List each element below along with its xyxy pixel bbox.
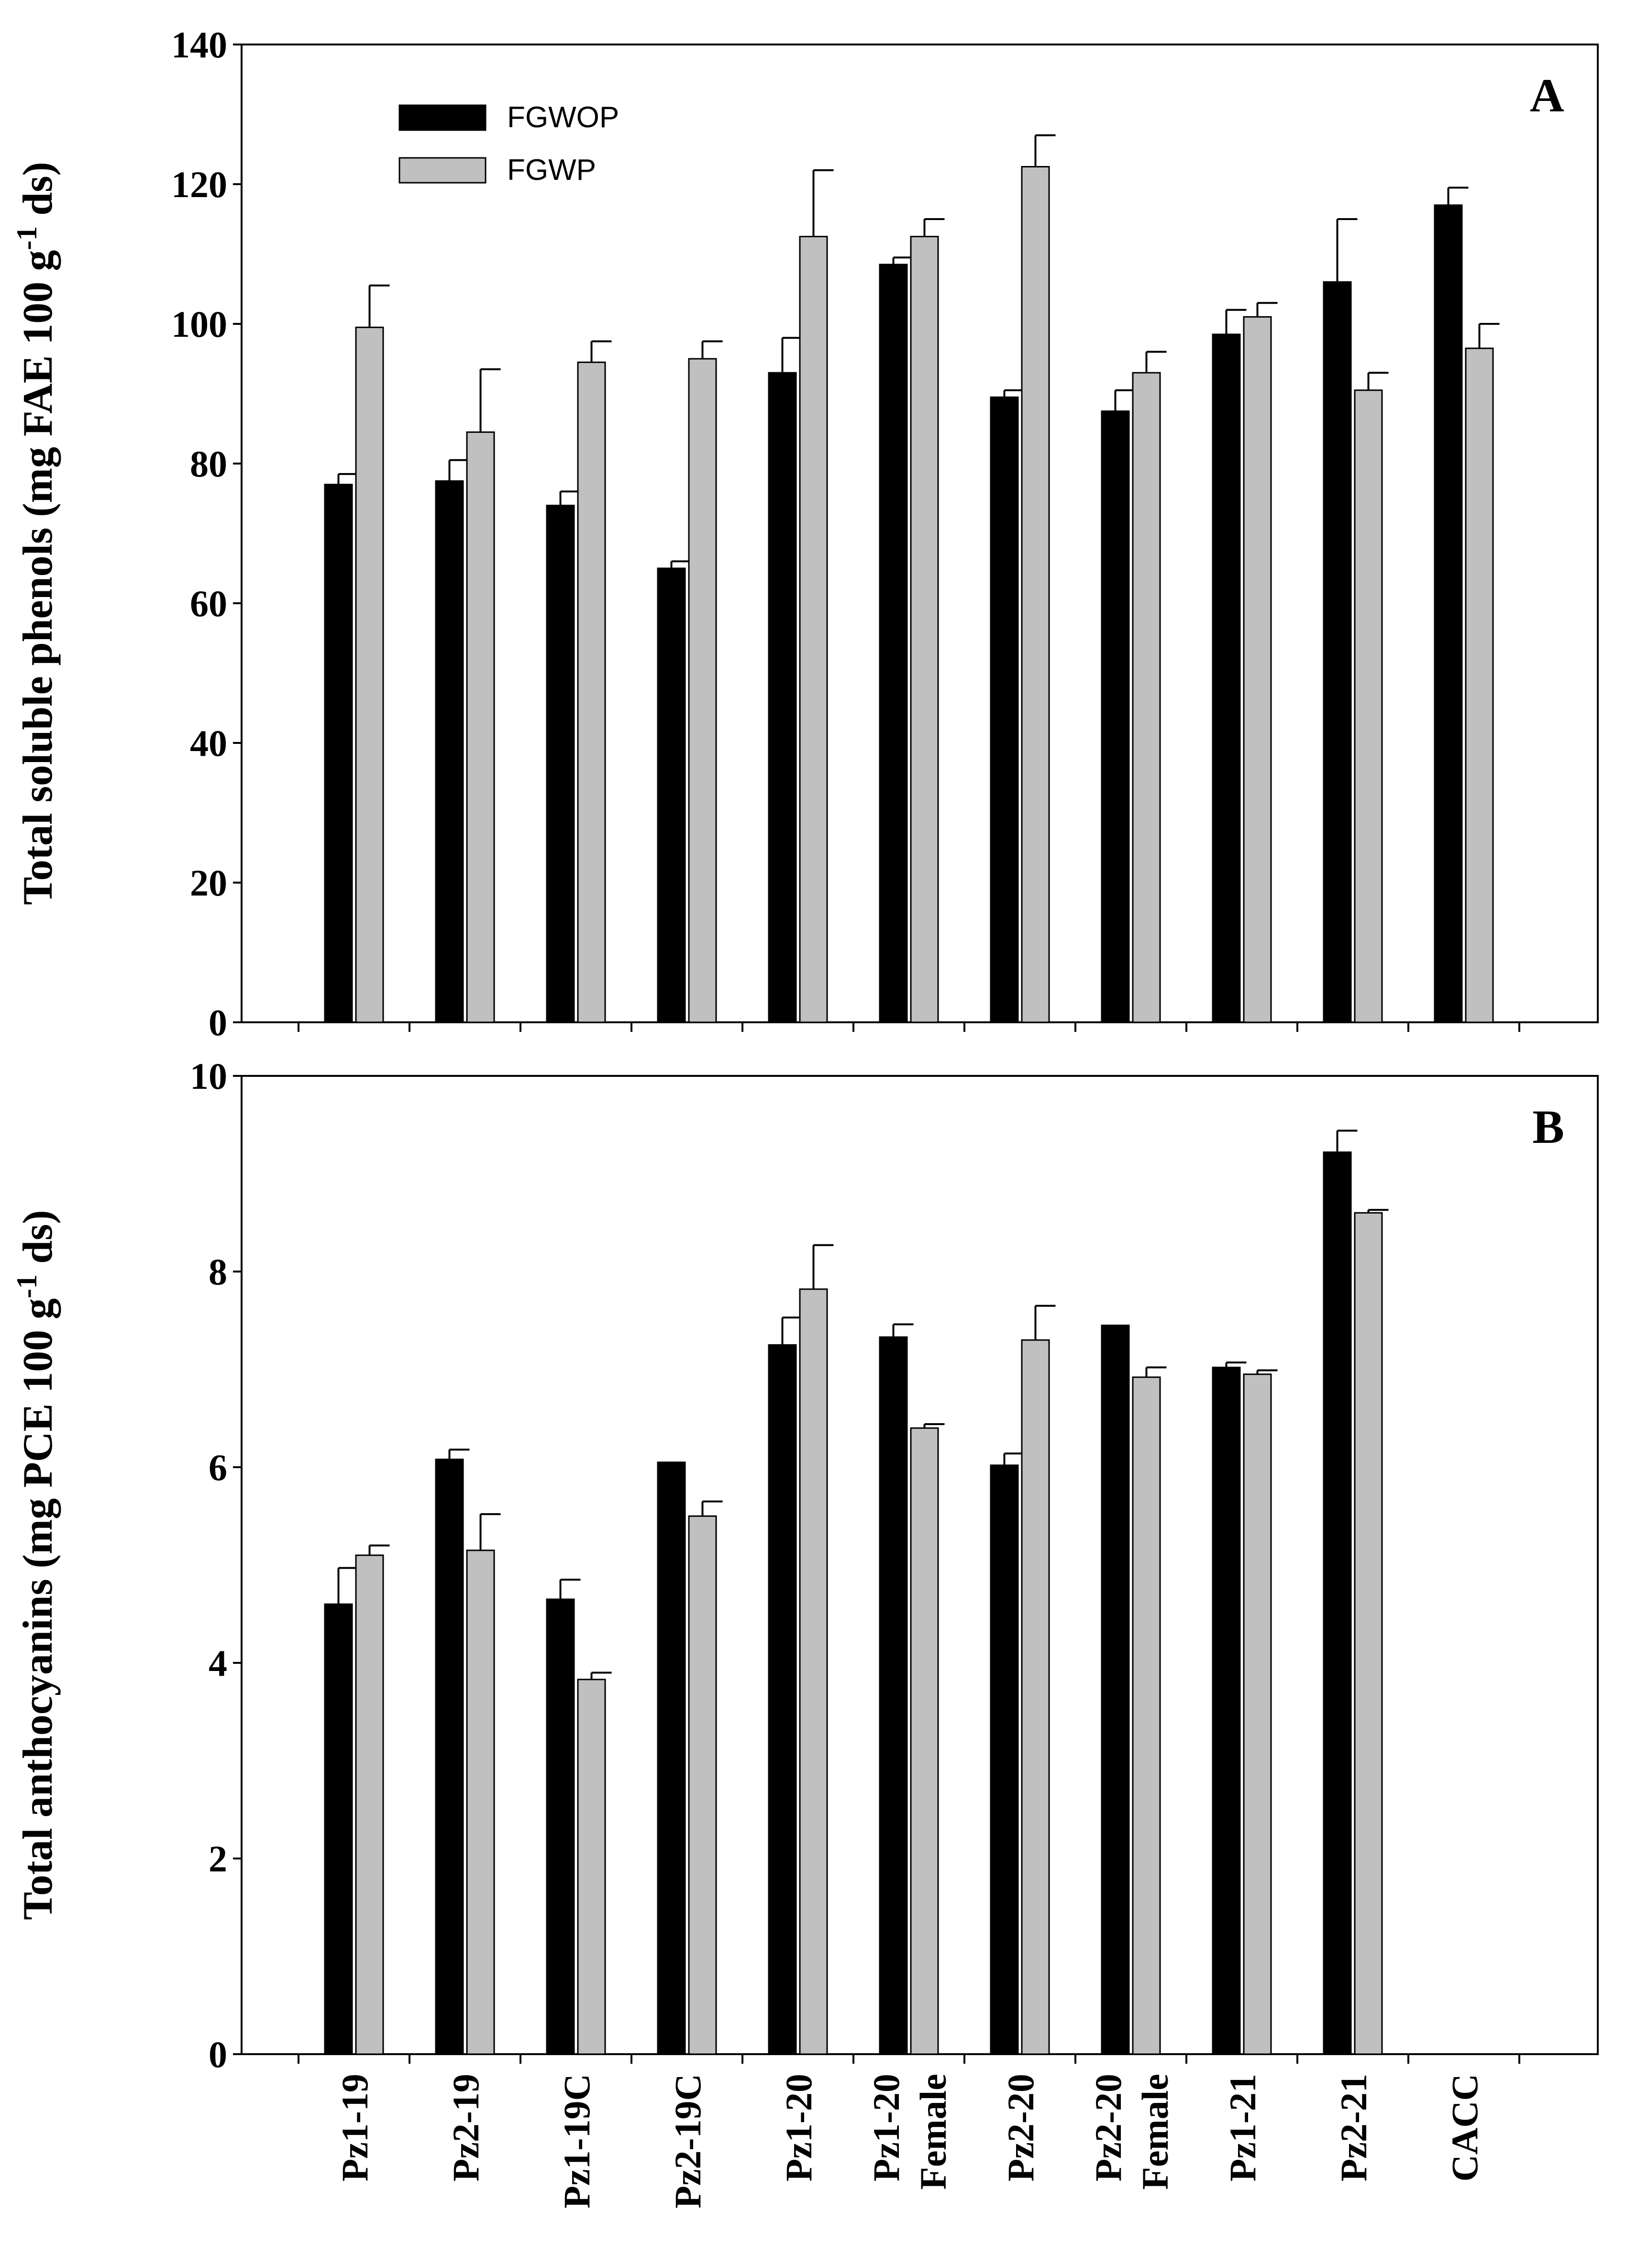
y-tick-label-b: 6: [209, 1447, 227, 1488]
bar-fgwop-pz2-21: [1323, 281, 1352, 1023]
x-category-label: Pz1-20: [778, 2074, 819, 2181]
legend-swatch-fgwp: [398, 157, 487, 184]
y-tick-label-a: 120: [171, 164, 227, 205]
y-tick-label-b: 4: [209, 1642, 227, 1684]
bar-fgwop-pz2-20: [990, 396, 1019, 1023]
bar-fgwp-pz2-19: [466, 1549, 495, 2055]
x-category-label: Pz2-20: [1000, 2074, 1041, 2181]
panel-letter-a: A: [1530, 69, 1564, 122]
bar-fgwop-pz2-19: [435, 480, 464, 1023]
bar-fgwop-pz2-20-female: [1101, 410, 1130, 1023]
bar-fgwp-pz2-20-female: [1132, 372, 1161, 1023]
bar-fgwp-pz2-21: [1354, 1212, 1383, 2055]
bar-fgwop-pz2-21: [1323, 1151, 1352, 2055]
bar-fgwop-pz1-20-female: [879, 264, 908, 1023]
bar-fgwop-pz2-20: [990, 1464, 1019, 2055]
bar-fgwop-pz2-19c: [657, 1461, 686, 2055]
bar-fgwop-pz1-19: [324, 1603, 353, 2055]
bar-fgwp-pz1-19c: [577, 1679, 606, 2055]
bar-fgwp-pz2-21: [1354, 389, 1383, 1023]
x-category-label: Pz2-19C: [667, 2074, 708, 2209]
bar-fgwop-pz2-19c: [657, 567, 686, 1023]
y-tick-label-a: 20: [190, 862, 227, 904]
bar-fgwp-pz2-20-female: [1132, 1376, 1161, 2055]
x-category-label: Pz1-19: [334, 2074, 376, 2181]
x-category-label: Pz2-21: [1333, 2074, 1374, 2181]
y-tick-label-b: 0: [209, 2034, 227, 2075]
x-category-label: Pz1-19C: [556, 2074, 597, 2209]
y-tick-label-b: 10: [190, 1055, 227, 1097]
legend-label-fgwop: FGWOP: [507, 101, 619, 134]
bar-fgwop-pz1-19: [324, 484, 353, 1023]
bar-fgwop-pz1-21: [1212, 1366, 1241, 2055]
x-category-label: CACC: [1444, 2074, 1485, 2181]
y-axis-title-a: Total soluble phenols (mg FAE 100 g-1 ds…: [11, 162, 61, 905]
x-category-label: Female: [1134, 2074, 1176, 2190]
bar-fgwp-pz1-20: [799, 236, 828, 1023]
bar-fgwop-pz1-20: [768, 372, 797, 1023]
y-tick-label-a: 100: [171, 303, 227, 345]
panel-letter-b: B: [1532, 1100, 1564, 1153]
bar-fgwp-cacc: [1465, 347, 1494, 1023]
x-category-label: Pz2-20: [1087, 2074, 1129, 2181]
bar-fgwp-pz1-21: [1243, 1373, 1272, 2055]
bar-fgwp-pz2-20: [1021, 166, 1050, 1023]
bar-fgwp-pz1-20-female: [910, 1427, 939, 2055]
bar-fgwop-pz1-19c: [546, 1598, 575, 2055]
bar-fgwp-pz2-20: [1021, 1339, 1050, 2055]
y-tick-label-b: 8: [209, 1251, 227, 1293]
bar-fgwop-pz1-20-female: [879, 1336, 908, 2055]
bar-fgwop-pz1-19c: [546, 505, 575, 1023]
bar-fgwop-cacc: [1434, 204, 1463, 1023]
legend-label-fgwp: FGWP: [507, 154, 596, 187]
y-axis-title-b: Total anthocyanins (mg PCE 100 g-1 ds): [11, 1210, 61, 1920]
bar-fgwop-pz1-20: [768, 1344, 797, 2055]
bar-fgwp-pz2-19: [466, 431, 495, 1023]
bar-fgwop-pz2-20-female: [1101, 1324, 1130, 2055]
y-tick-label-a: 0: [209, 1002, 227, 1043]
bar-fgwp-pz1-19: [355, 1554, 384, 2055]
bar-fgwp-pz1-20: [799, 1288, 828, 2055]
y-tick-label-a: 40: [190, 722, 227, 764]
bar-fgwp-pz1-19: [355, 326, 384, 1023]
bar-fgwp-pz1-21: [1243, 316, 1272, 1023]
bar-fgwp-pz1-20-female: [910, 236, 939, 1023]
bar-fgwop-pz1-21: [1212, 333, 1241, 1023]
x-category-label: Pz1-21: [1222, 2074, 1263, 2181]
x-category-label: Pz2-19: [445, 2074, 487, 2181]
bar-fgwp-pz1-19c: [577, 361, 606, 1023]
y-tick-label-b: 2: [209, 1838, 227, 1880]
x-category-label: Pz1-20: [865, 2074, 907, 2181]
y-tick-label-a: 140: [171, 24, 227, 66]
panel-a-total-soluble-phenols: 0 20 40 60 80 100 120 140 Total soluble phenols …: [11, 24, 1599, 1043]
y-tick-label-a: 80: [190, 443, 227, 485]
bar-fgwp-pz2-19c: [688, 1515, 717, 2055]
x-category-label: Female: [912, 2074, 954, 2190]
bar-fgwop-pz2-19: [435, 1459, 464, 2055]
legend-swatch-fgwop: [398, 104, 487, 131]
y-tick-label-a: 60: [190, 583, 227, 624]
panel-b-total-anthocyanins: 0 2 4 6 8 10 Total anthocyanins (mg PCE 100 g-…: [11, 1055, 1599, 2209]
bar-fgwp-pz2-19c: [688, 358, 717, 1023]
